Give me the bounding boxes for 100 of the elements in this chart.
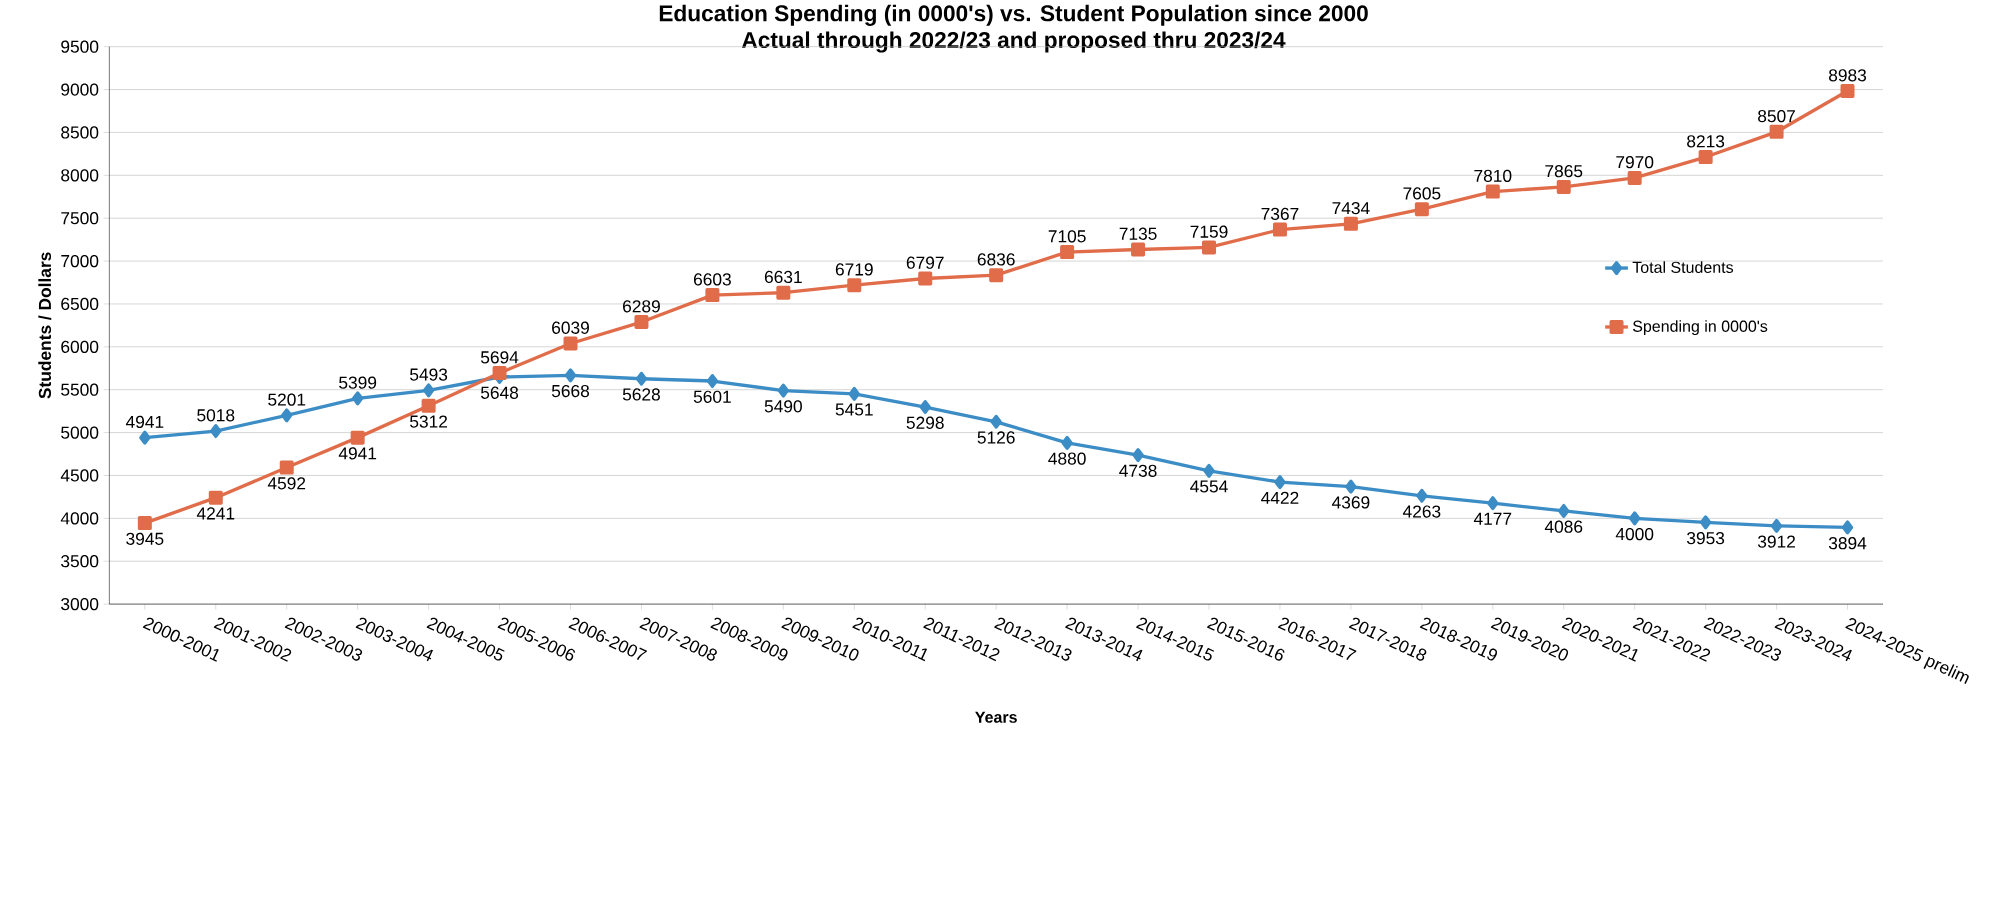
data-label: 4738 bbox=[1119, 464, 1157, 478]
data-label: 3894 bbox=[1828, 537, 1867, 550]
point bbox=[1485, 184, 1500, 199]
point bbox=[919, 400, 931, 415]
point bbox=[1699, 515, 1712, 530]
x-axis-title: Years bbox=[975, 711, 1017, 723]
data-label: 6603 bbox=[693, 273, 731, 286]
point bbox=[350, 430, 365, 445]
point bbox=[279, 460, 294, 475]
point bbox=[1558, 504, 1570, 519]
point bbox=[421, 398, 436, 413]
point bbox=[1627, 170, 1642, 185]
point bbox=[1841, 520, 1854, 535]
y-tick-label: 7500 bbox=[61, 212, 99, 225]
data-label: 3912 bbox=[1757, 535, 1795, 548]
data-label: 5451 bbox=[835, 403, 873, 416]
point bbox=[1274, 475, 1286, 490]
point bbox=[848, 386, 860, 402]
point bbox=[1629, 511, 1641, 526]
y-tick-label: 8500 bbox=[61, 126, 99, 139]
data-label: 4941 bbox=[338, 447, 377, 460]
data-label: 7105 bbox=[1048, 230, 1086, 243]
data-label: 5490 bbox=[764, 400, 802, 413]
y-tick-label: 7000 bbox=[61, 255, 99, 268]
y-tick-label: 5500 bbox=[61, 383, 99, 396]
data-label: 5648 bbox=[480, 386, 519, 399]
y-tick-label: 4000 bbox=[60, 512, 99, 525]
data-label: 7865 bbox=[1545, 165, 1583, 178]
data-label: 5628 bbox=[622, 388, 660, 401]
data-label: 7810 bbox=[1474, 169, 1512, 183]
legend-label: Total Students bbox=[1632, 261, 1734, 274]
y-axis-title: Students / Dollars bbox=[38, 252, 52, 399]
point bbox=[1202, 240, 1217, 255]
point bbox=[918, 271, 933, 286]
data-label: 6289 bbox=[623, 300, 660, 313]
data-label: 6631 bbox=[764, 270, 802, 284]
data-label: 4554 bbox=[1190, 480, 1228, 493]
legend-label: Spending in 0000's bbox=[1632, 320, 1768, 336]
point bbox=[634, 315, 649, 330]
data-label: 8507 bbox=[1758, 110, 1795, 123]
y-tick-label: 9500 bbox=[61, 40, 99, 53]
data-label: 5694 bbox=[480, 351, 519, 364]
point bbox=[1416, 488, 1428, 503]
y-tick-label: 5000 bbox=[61, 426, 99, 439]
y-tick-label: 9000 bbox=[61, 83, 99, 96]
point bbox=[352, 391, 364, 406]
data-label: 5298 bbox=[906, 416, 944, 429]
point bbox=[777, 383, 790, 398]
y-tick-label: 6500 bbox=[61, 297, 99, 311]
point bbox=[706, 374, 719, 389]
point bbox=[1698, 150, 1713, 165]
chart-title: Education Spending (in 0000's) vs. Student Population since 2000 bbox=[659, 4, 1368, 27]
data-label: 7367 bbox=[1261, 207, 1299, 221]
point bbox=[137, 516, 152, 531]
point bbox=[990, 414, 1002, 429]
data-label: 4422 bbox=[1261, 491, 1299, 504]
data-label: 6039 bbox=[552, 321, 589, 334]
point bbox=[492, 366, 507, 381]
y-tick-label: 6000 bbox=[61, 340, 99, 354]
point bbox=[1132, 448, 1144, 463]
data-label: 7434 bbox=[1332, 202, 1370, 215]
point bbox=[564, 368, 577, 383]
point bbox=[1770, 518, 1783, 533]
point bbox=[847, 278, 862, 293]
data-label: 4241 bbox=[196, 507, 235, 520]
data-label: 4086 bbox=[1544, 520, 1583, 533]
point bbox=[705, 288, 720, 303]
data-label: 3945 bbox=[126, 532, 164, 546]
point bbox=[208, 490, 223, 505]
data-label: 4177 bbox=[1473, 512, 1512, 525]
point bbox=[1203, 463, 1215, 478]
point bbox=[1272, 222, 1287, 237]
data-label: 5668 bbox=[551, 384, 590, 398]
point bbox=[1414, 202, 1429, 217]
data-label: 4369 bbox=[1332, 496, 1370, 509]
y-tick-label: 3000 bbox=[61, 598, 99, 611]
data-label: 5399 bbox=[339, 376, 377, 389]
point bbox=[1487, 496, 1499, 511]
data-label: 7159 bbox=[1190, 225, 1228, 238]
point bbox=[422, 383, 435, 398]
point bbox=[210, 424, 222, 439]
y-tick-label: 4500 bbox=[60, 469, 99, 482]
data-label: 6797 bbox=[906, 256, 944, 269]
point bbox=[1769, 124, 1784, 139]
data-label: 4880 bbox=[1048, 452, 1086, 465]
data-label: 8213 bbox=[1687, 135, 1725, 148]
point bbox=[1556, 179, 1571, 194]
data-label: 5126 bbox=[977, 431, 1015, 444]
chart-subtitle: Actual through 2022/23 and proposed thru 2023/24 bbox=[741, 31, 1286, 53]
data-label: 7135 bbox=[1119, 227, 1157, 240]
data-label: 6836 bbox=[977, 253, 1015, 266]
point bbox=[776, 285, 791, 300]
point bbox=[1061, 435, 1073, 450]
data-label: 4263 bbox=[1402, 505, 1441, 518]
data-label: 4592 bbox=[267, 477, 306, 490]
y-tick-label: 3500 bbox=[61, 555, 99, 568]
point bbox=[563, 336, 578, 351]
data-label: 5601 bbox=[693, 390, 731, 404]
point bbox=[1345, 479, 1357, 494]
data-label: 7970 bbox=[1616, 156, 1654, 169]
